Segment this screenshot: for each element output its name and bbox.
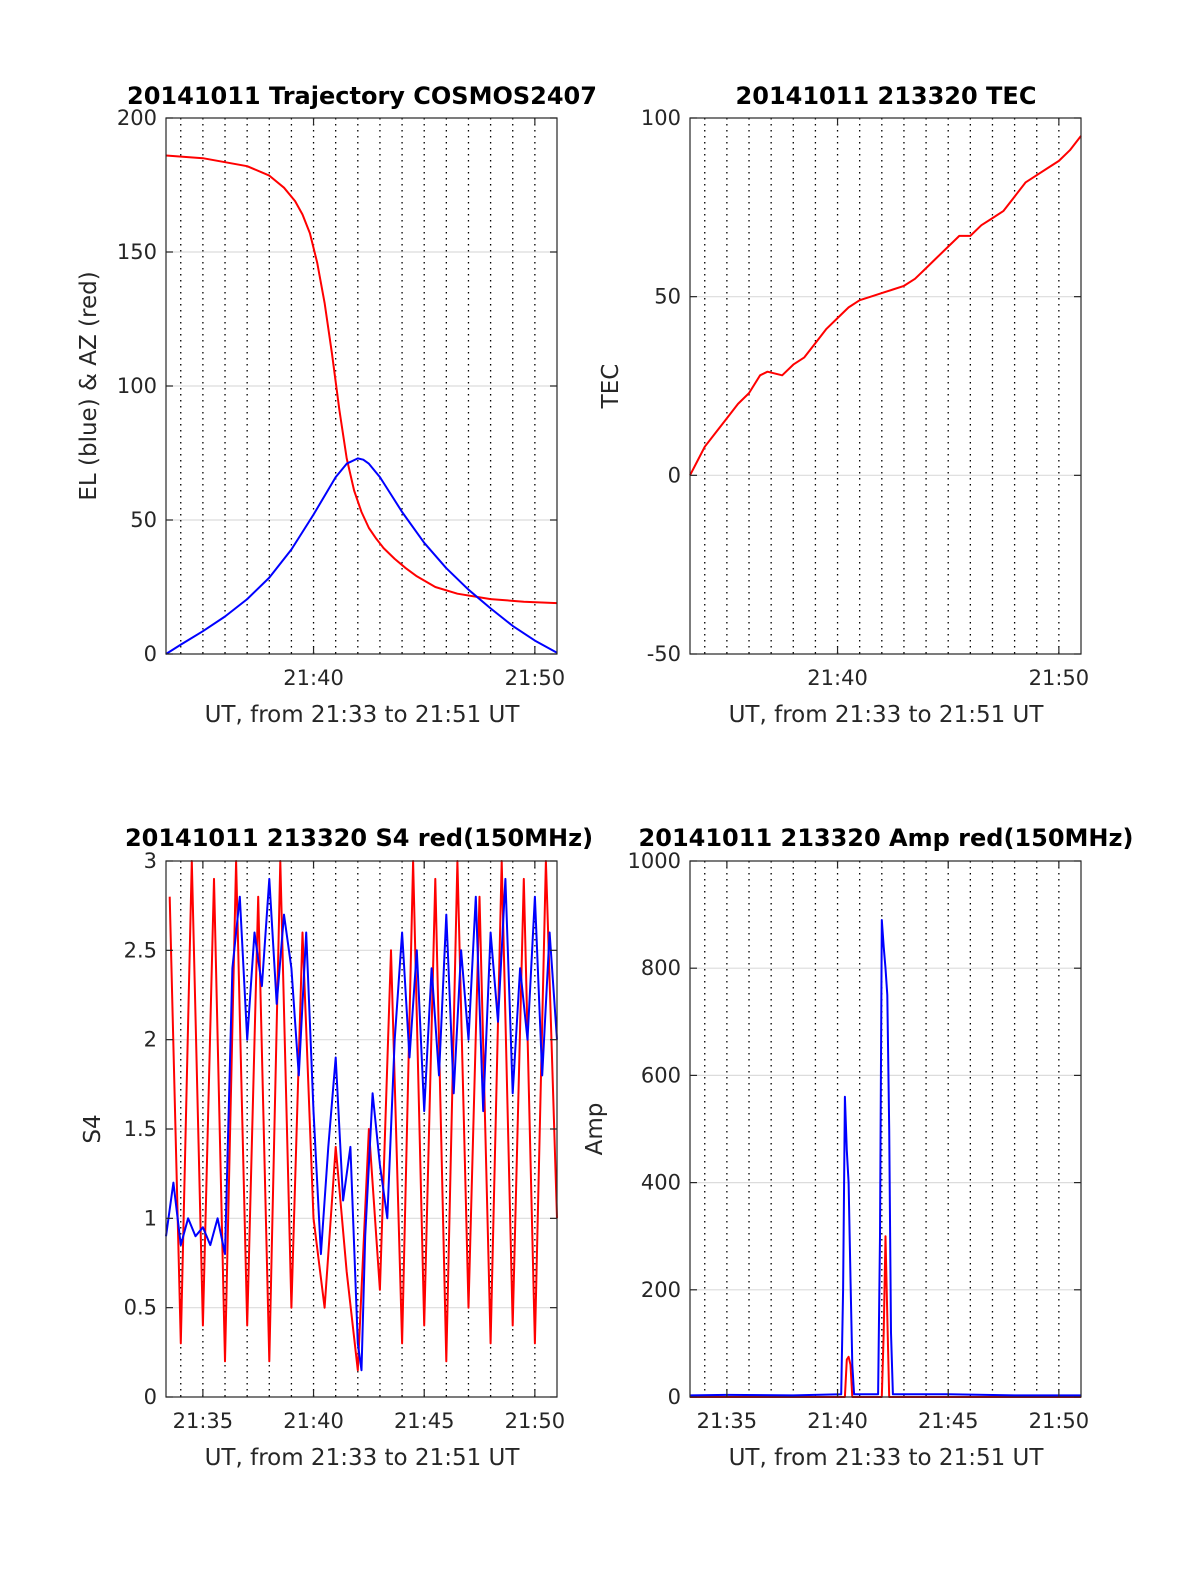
x-tick-label: 21:50	[1029, 1409, 1090, 1433]
panel-s4: 20141011 213320 S4 red(150MHz) 0 0.5 1 1.5 2…	[80, 824, 593, 1471]
trajectory-title: 20141011 Trajectory COSMOS2407	[127, 82, 597, 110]
tec-ylabel: TEC	[598, 364, 624, 410]
y-tick-label: 0.5	[124, 1296, 157, 1320]
tec-series	[689, 135, 1082, 476]
s4-xlabel: UT, from 21:33 to 21:51 UT	[205, 1445, 521, 1471]
series-line-2	[165, 457, 558, 655]
amp-title: 20141011 213320 Amp red(150MHz)	[639, 824, 1134, 852]
series-line-1	[690, 1235, 1081, 1398]
x-tick-label: 21:50	[1029, 666, 1090, 690]
trajectory-grid	[166, 118, 557, 654]
panel-amp: 20141011 213320 Amp red(150MHz) 0 200 400 6…	[582, 824, 1133, 1471]
y-tick-label: 0	[144, 1385, 157, 1409]
amp-axes-box	[689, 860, 1082, 1398]
x-tick-label: 21:40	[283, 666, 344, 690]
tec-title: 20141011 213320 TEC	[736, 82, 1037, 110]
y-tick-label: 0	[144, 642, 157, 666]
series-line-2	[165, 877, 558, 1372]
trajectory-series	[165, 154, 558, 655]
amp-ticks: 0 200 400 600 800 1000 21:35 21:40 21:45 21:50	[628, 849, 1090, 1433]
x-tick-label: 21:40	[283, 1409, 344, 1433]
s4-ylabel: S4	[80, 1114, 106, 1143]
panel-trajectory: 20141011 Trajectory COSMOS2407 0 50 100 150…	[76, 82, 597, 728]
y-tick-label: 100	[117, 374, 157, 398]
tec-axes-box	[689, 117, 1082, 655]
y-tick-label: 600	[641, 1063, 681, 1087]
amp-series	[689, 919, 1081, 1398]
y-tick-label: 200	[117, 106, 157, 130]
trajectory-ticks: 0 50 100 150 200 21:40 21:50	[117, 106, 565, 690]
y-tick-label: 1	[144, 1206, 157, 1230]
x-tick-label: 21:35	[173, 1409, 234, 1433]
amp-ylabel: Amp	[582, 1103, 608, 1156]
x-tick-label: 21:50	[505, 1409, 566, 1433]
trajectory-xlabel: UT, from 21:33 to 21:51 UT	[205, 702, 521, 728]
y-tick-label: 800	[641, 956, 681, 980]
y-tick-label: 200	[641, 1278, 681, 1302]
tec-grid	[690, 118, 1081, 654]
y-tick-label: 50	[654, 285, 681, 309]
y-tick-label: 0	[668, 1385, 681, 1409]
s4-series	[165, 860, 558, 1372]
series-line-1	[689, 135, 1082, 476]
y-tick-label: 100	[641, 106, 681, 130]
x-tick-label: 21:50	[505, 666, 566, 690]
tec-ticks: -50 0 50 100 21:40 21:50	[641, 106, 1089, 690]
s4-ticks: 0 0.5 1 1.5 2 2.5 3 21:35 21:40 21:45 21:50	[124, 849, 566, 1433]
y-tick-label: 2.5	[124, 938, 157, 962]
y-tick-label: -50	[647, 642, 681, 666]
y-tick-label: 2	[144, 1028, 157, 1052]
x-tick-label: 21:40	[807, 1409, 868, 1433]
trajectory-ylabel: EL (blue) & AZ (red)	[76, 271, 102, 500]
y-tick-label: 400	[641, 1171, 681, 1195]
s4-title: 20141011 213320 S4 red(150MHz)	[125, 824, 593, 852]
y-tick-label: 3	[144, 849, 157, 873]
x-tick-label: 21:35	[697, 1409, 758, 1433]
x-tick-label: 21:45	[918, 1409, 979, 1433]
amp-xlabel: UT, from 21:33 to 21:51 UT	[729, 1445, 1045, 1471]
y-tick-label: 1000	[628, 849, 681, 873]
series-line-2	[689, 919, 1081, 1397]
x-tick-label: 21:45	[394, 1409, 455, 1433]
y-tick-label: 150	[117, 240, 157, 264]
y-tick-label: 0	[668, 463, 681, 487]
y-tick-label: 1.5	[124, 1117, 157, 1141]
tec-xlabel: UT, from 21:33 to 21:51 UT	[729, 702, 1045, 728]
series-line-1	[165, 154, 558, 605]
x-tick-label: 21:40	[807, 666, 868, 690]
amp-grid	[690, 861, 1081, 1397]
y-tick-label: 50	[130, 508, 157, 532]
